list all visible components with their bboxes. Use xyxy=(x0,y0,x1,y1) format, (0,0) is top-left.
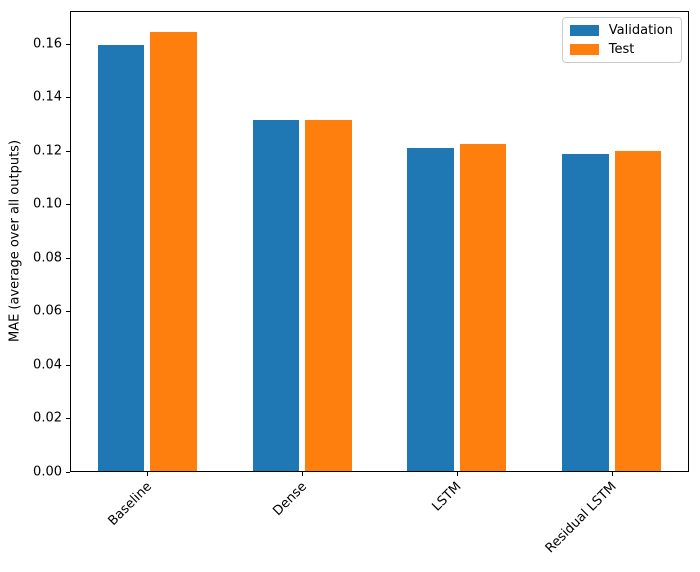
y-tick-mark xyxy=(66,97,70,98)
y-tick-mark xyxy=(66,151,70,152)
legend-swatch-validation xyxy=(569,25,599,36)
bar-test-lstm xyxy=(459,144,507,471)
legend: Validation Test xyxy=(561,17,682,63)
y-tick-mark xyxy=(66,418,70,419)
x-tick-label-dense: Dense xyxy=(270,479,311,519)
plot-area xyxy=(70,11,689,472)
y-tick-label: 0.12 xyxy=(33,143,62,159)
y-tick-label: 0.04 xyxy=(33,357,62,373)
y-tick-mark xyxy=(66,258,70,259)
y-tick-mark xyxy=(66,44,70,45)
x-tick-label-baseline: Baseline xyxy=(105,479,156,529)
legend-label: Validation xyxy=(608,23,673,38)
y-tick-label: 0.06 xyxy=(33,303,62,319)
bar-validation-residual-lstm xyxy=(562,154,609,471)
y-tick-label: 0.08 xyxy=(33,250,62,266)
y-tick-mark xyxy=(66,365,70,366)
x-tick-mark xyxy=(457,472,458,476)
legend-swatch-test xyxy=(569,44,599,55)
x-tick-mark xyxy=(612,472,613,476)
x-tick-label-residual-lstm: Residual LSTM xyxy=(542,479,620,557)
y-tick-label: 0.16 xyxy=(33,36,62,52)
y-tick-label: 0.00 xyxy=(33,464,62,480)
bar-test-baseline xyxy=(150,32,197,471)
bar-validation-lstm xyxy=(407,148,454,471)
y-tick-label: 0.02 xyxy=(33,410,62,426)
bar-test-dense xyxy=(305,120,352,471)
bar-validation-dense xyxy=(252,120,300,471)
bar-test-residual-lstm xyxy=(614,151,662,471)
legend-item-validation: Validation xyxy=(569,23,673,38)
x-tick-mark xyxy=(147,472,148,476)
bar-validation-baseline xyxy=(97,45,145,471)
y-tick-mark xyxy=(66,472,70,473)
legend-item-test: Test xyxy=(569,42,673,57)
x-tick-label-lstm: LSTM xyxy=(429,479,465,515)
x-tick-mark xyxy=(302,472,303,476)
y-tick-mark xyxy=(66,204,70,205)
y-tick-label: 0.10 xyxy=(33,196,62,212)
y-tick-mark xyxy=(66,311,70,312)
legend-label: Test xyxy=(608,42,635,57)
y-tick-label: 0.14 xyxy=(33,89,62,105)
